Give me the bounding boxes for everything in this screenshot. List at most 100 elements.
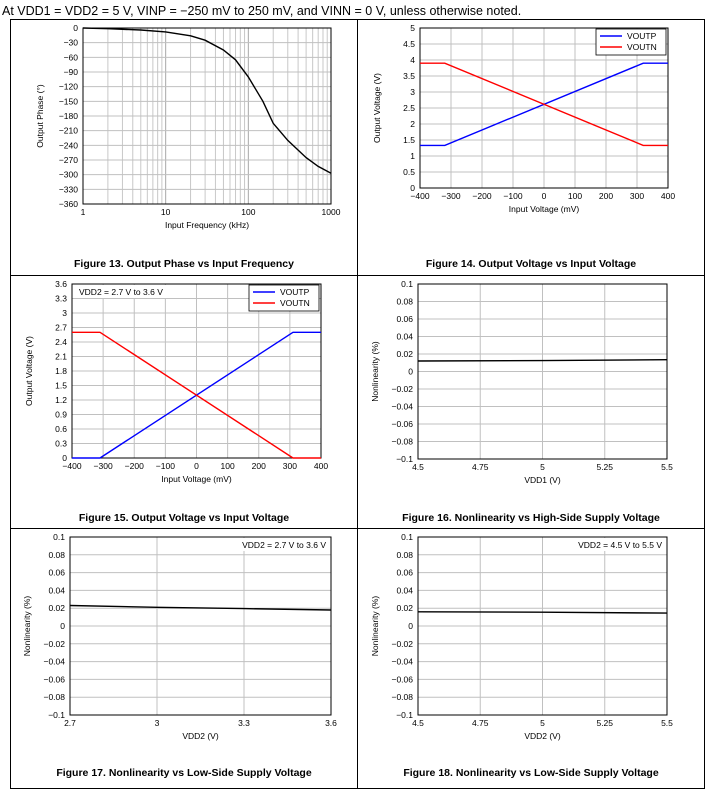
y-tick-label: 0.06	[396, 314, 413, 324]
y-tick-label: 0.1	[401, 279, 413, 289]
y-tick-label: −90	[64, 67, 79, 77]
y-tick-label: 0.06	[396, 568, 413, 578]
y-tick-label: 1.8	[55, 366, 67, 376]
x-tick-label: −300	[94, 461, 113, 471]
y-tick-label: 0.02	[48, 603, 65, 613]
y-tick-label: 0.02	[396, 603, 413, 613]
y-axis-title: Output Voltage (V)	[24, 336, 34, 406]
y-tick-label: 5	[410, 23, 415, 33]
y-tick-label: 0	[408, 367, 413, 377]
series-line	[417, 611, 668, 614]
y-tick-label: −300	[59, 170, 78, 180]
figure-14-caption: Figure 14. Output Voltage vs Input Volta…	[425, 258, 637, 270]
x-tick-label: 100	[241, 207, 255, 217]
y-tick-label: 0.08	[396, 297, 413, 307]
y-tick-label: 0.5	[403, 167, 415, 177]
y-tick-label: −0.02	[391, 639, 413, 649]
y-tick-label: 1	[410, 151, 415, 161]
legend-label-voutn: VOUTN	[280, 298, 310, 308]
x-tick-label: −300	[441, 191, 460, 201]
y-tick-label: −30	[64, 38, 79, 48]
y-tick-label: 0.04	[396, 332, 413, 342]
y-axis-title: Nonlinearity (%)	[370, 596, 380, 657]
grid-frame-right	[704, 19, 705, 788]
plot-frame	[419, 27, 669, 189]
y-tick-label: 3.3	[55, 294, 67, 304]
condition-note: VDD2 = 4.5 V to 5.5 V	[578, 540, 662, 550]
x-tick-label: 5.25	[596, 718, 613, 728]
figure-18: −0.1 −0.08 −0.06 −0.04 −0.02 0 0.02 0.04 0.06 0.0…	[358, 529, 704, 788]
y-tick-label: −0.08	[391, 692, 413, 702]
y-tick-label: 2.7	[55, 323, 67, 333]
page-header: At VDD1 = VDD2 = 5 V, VINP = −250 mV to …	[2, 4, 522, 18]
x-tick-label: −100	[156, 461, 175, 471]
y-tick-label: 0.02	[396, 349, 413, 359]
figure-13-plot: 0 −30 −60 −90 −120 −150 −180 −210 −240 −270 −300 −3…	[35, 23, 341, 230]
series-line	[82, 27, 332, 174]
x-tick-label: 400	[314, 461, 328, 471]
y-tick-label: 0.9	[55, 410, 67, 420]
y-tick-label: 0	[73, 23, 78, 33]
y-tick-label: −0.1	[48, 710, 65, 720]
y-tick-label: 0	[410, 183, 415, 193]
y-tick-label: −120	[59, 82, 78, 92]
y-tick-label: 1.5	[403, 135, 415, 145]
plot-frame	[71, 283, 322, 459]
x-tick-label: 0	[194, 461, 199, 471]
figure-14: 0 0.5 1 1.5 2 2.5 3 3.5 4 4.5 5 −400 −300 −200 −100 0 10…	[358, 20, 704, 275]
figure-17-plot: −0.1 −0.08 −0.06 −0.04 −0.02 0 0.02 0.04 0.06 0.0…	[22, 532, 337, 741]
y-tick-label: 3.5	[403, 71, 415, 81]
x-tick-label: 100	[568, 191, 582, 201]
x-tick-label: −400	[62, 461, 81, 471]
y-tick-label: 1.2	[55, 395, 67, 405]
y-tick-label: 3	[410, 87, 415, 97]
y-tick-label: 0	[60, 621, 65, 631]
plot-frame	[417, 536, 668, 716]
y-axis-title: Nonlinearity (%)	[22, 596, 32, 657]
figure-16: −0.1 −0.08 −0.06 −0.04 −0.02 0 0.02 0.04 0.06 0.0…	[358, 276, 704, 528]
y-tick-label: 3.6	[55, 279, 67, 289]
y-tick-label: 4.5	[403, 39, 415, 49]
x-tick-label: 4.5	[412, 462, 424, 472]
x-tick-label: 4.5	[412, 718, 424, 728]
condition-note-bg	[74, 285, 176, 298]
x-axis-title: VDD2 (V)	[182, 731, 219, 741]
x-tick-label: 4.75	[472, 718, 489, 728]
grid-frame-bottom	[10, 788, 705, 789]
condition-note: VDD2 = 2.7 V to 3.6 V	[242, 540, 326, 550]
x-tick-label: 5.5	[661, 718, 673, 728]
x-tick-label: 3.3	[238, 718, 250, 728]
x-tick-label: 5	[540, 462, 545, 472]
x-tick-label: 2.7	[64, 718, 76, 728]
y-axis-title: Output Phase (°)	[35, 84, 45, 148]
x-axis-title: VDD2 (V)	[524, 731, 561, 741]
figure-16-caption: Figure 16. Nonlinearity vs High-Side Sup…	[402, 512, 660, 524]
figure-14-plot: 0 0.5 1 1.5 2 2.5 3 3.5 4 4.5 5 −400 −300 −200 −100 0 10…	[372, 23, 675, 214]
x-tick-label: 5.25	[596, 462, 613, 472]
y-tick-label: 0.06	[48, 568, 65, 578]
figure-15-caption: Figure 15. Output Voltage vs Input Volta…	[78, 512, 290, 524]
y-tick-label: −0.06	[43, 674, 65, 684]
figure-15: 0 0.3 0.6 0.9 1.2 1.5 1.8 2.1 2.4 2.7 3 3.3 3.6 −400 −…	[11, 276, 357, 528]
y-tick-label: −360	[59, 199, 78, 209]
grid-frame-left	[10, 19, 11, 788]
figure-15-plot: 0 0.3 0.6 0.9 1.2 1.5 1.8 2.1 2.4 2.7 3 3.3 3.6 −400 −…	[24, 279, 328, 484]
y-tick-label: −0.04	[43, 657, 65, 667]
y-tick-label: −150	[59, 96, 78, 106]
y-tick-label: 2.1	[55, 352, 67, 362]
x-tick-label: 300	[283, 461, 297, 471]
x-tick-label: 100	[221, 461, 235, 471]
condition-note: VDD2 = 2.7 V to 3.6 V	[79, 287, 163, 297]
x-tick-label: 1	[81, 207, 86, 217]
y-tick-label: 3	[62, 308, 67, 318]
plot-frame	[82, 27, 332, 205]
legend-label-voutn: VOUTN	[627, 42, 657, 52]
x-tick-label: −200	[472, 191, 491, 201]
x-tick-label: 4.75	[472, 462, 489, 472]
legend-box	[248, 284, 320, 312]
x-tick-label: 400	[661, 191, 675, 201]
figure-17: −0.1 −0.08 −0.06 −0.04 −0.02 0 0.02 0.04 0.06 0.0…	[11, 529, 357, 788]
y-tick-label: −180	[59, 111, 78, 121]
legend-box	[595, 28, 667, 56]
y-tick-label: −240	[59, 140, 78, 150]
